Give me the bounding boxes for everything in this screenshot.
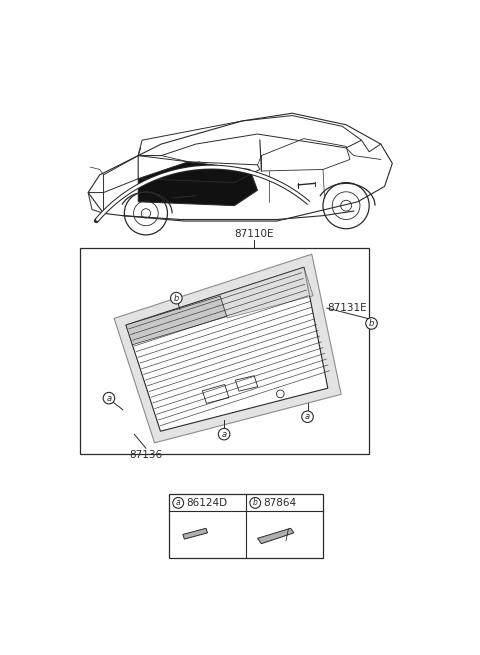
- Text: a: a: [305, 412, 310, 421]
- Polygon shape: [114, 254, 341, 443]
- Circle shape: [173, 498, 184, 508]
- Bar: [169, 495, 323, 557]
- Text: 86124D: 86124D: [187, 498, 228, 508]
- Bar: [81, 248, 369, 455]
- Text: 87110E: 87110E: [234, 229, 274, 239]
- Polygon shape: [126, 296, 227, 345]
- Text: a: a: [176, 498, 180, 508]
- Text: a: a: [107, 394, 111, 403]
- Text: 87136: 87136: [129, 450, 162, 460]
- Circle shape: [302, 411, 313, 422]
- Text: 87131E: 87131E: [327, 303, 366, 313]
- Circle shape: [103, 392, 115, 404]
- Polygon shape: [126, 267, 328, 431]
- Polygon shape: [183, 529, 207, 539]
- Circle shape: [170, 292, 182, 304]
- Polygon shape: [258, 529, 294, 544]
- Circle shape: [366, 318, 377, 329]
- Polygon shape: [138, 162, 258, 206]
- Text: b: b: [174, 293, 179, 303]
- Text: b: b: [369, 319, 374, 328]
- Polygon shape: [220, 267, 313, 318]
- Circle shape: [250, 498, 261, 508]
- Text: a: a: [222, 430, 227, 439]
- Circle shape: [218, 428, 230, 440]
- Text: 87864: 87864: [264, 498, 297, 508]
- Text: b: b: [253, 498, 258, 508]
